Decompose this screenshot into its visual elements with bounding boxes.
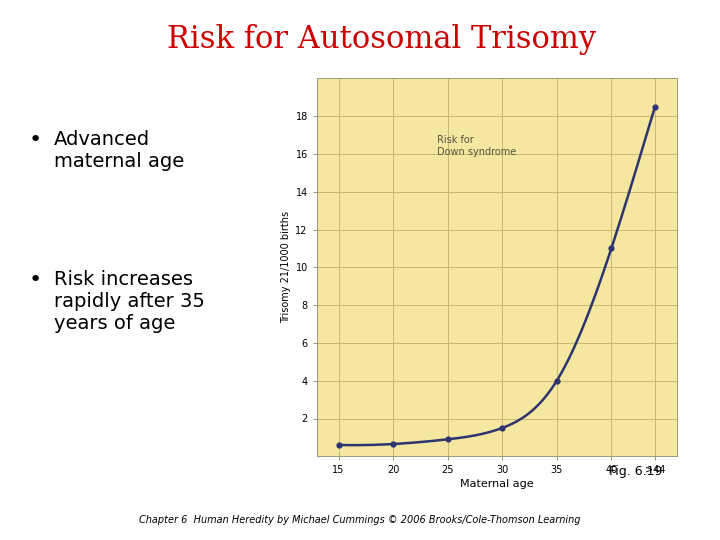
Point — [606, 244, 617, 253]
Point — [649, 102, 661, 111]
X-axis label: Maternal age: Maternal age — [460, 480, 534, 489]
Point — [497, 423, 508, 432]
Text: •: • — [29, 130, 42, 150]
Text: Risk for Autosomal Trisomy: Risk for Autosomal Trisomy — [167, 24, 596, 55]
Point — [551, 376, 562, 385]
Text: Advanced
maternal age: Advanced maternal age — [54, 130, 184, 171]
Point — [442, 435, 454, 444]
Text: •: • — [29, 270, 42, 290]
Point — [333, 441, 344, 449]
Y-axis label: Trisomy 21/1000 births: Trisomy 21/1000 births — [282, 211, 291, 323]
Text: Risk for
Down syndrome: Risk for Down syndrome — [437, 135, 516, 157]
Point — [387, 440, 399, 448]
Text: Fig. 6.19: Fig. 6.19 — [609, 465, 662, 478]
Text: Risk increases
rapidly after 35
years of age: Risk increases rapidly after 35 years of… — [54, 270, 205, 333]
Text: Chapter 6  Human Heredity by Michael Cummings © 2006 Brooks/Cole-Thomson Learnin: Chapter 6 Human Heredity by Michael Cumm… — [139, 515, 581, 525]
